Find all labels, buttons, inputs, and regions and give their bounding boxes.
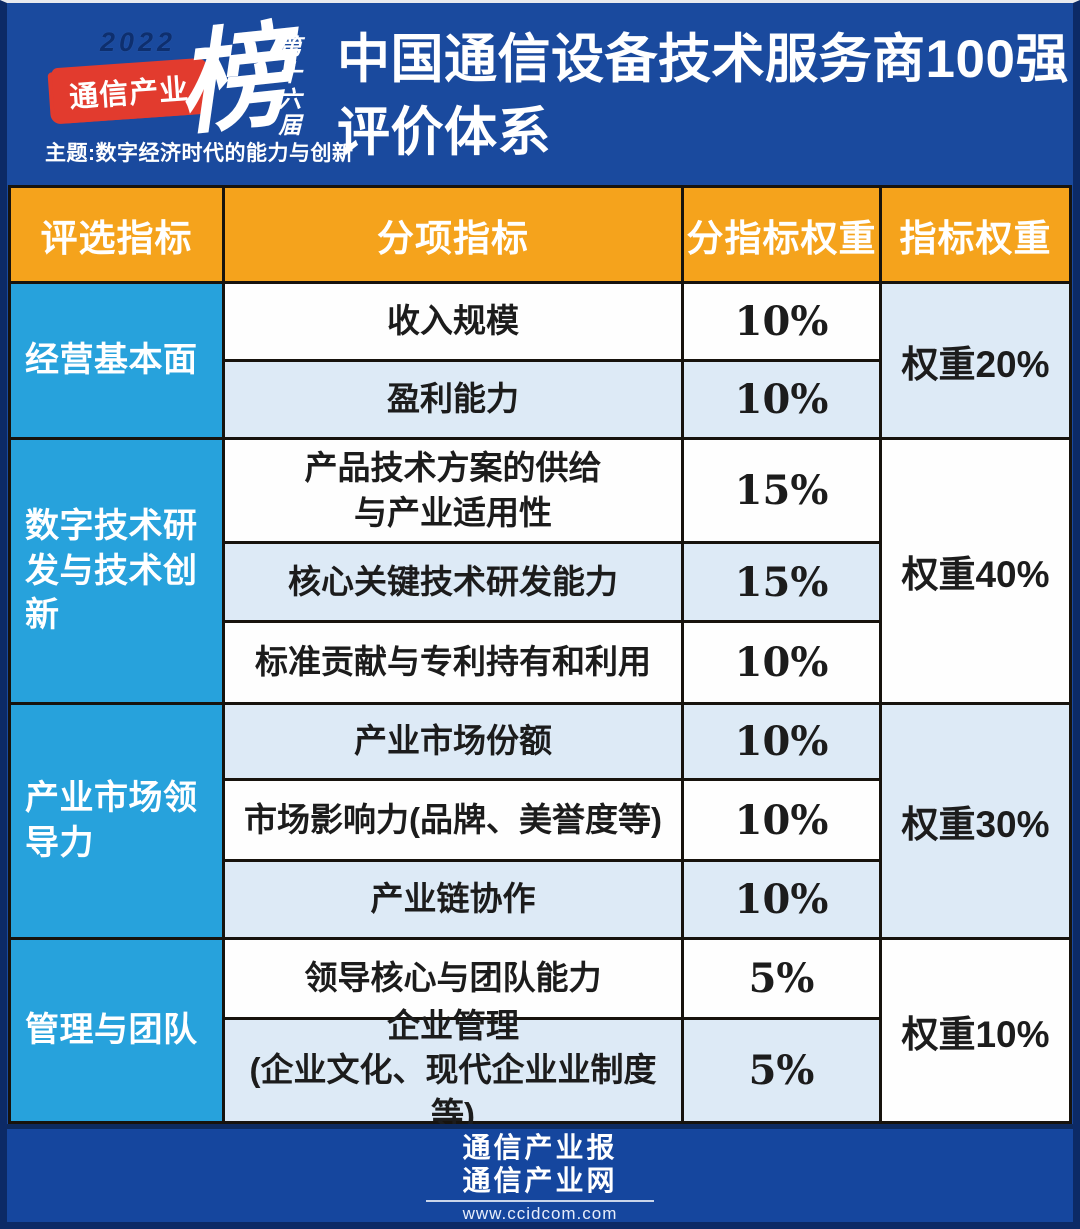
sub-weight-cell: 10% <box>684 284 879 359</box>
footer-divider <box>426 1200 654 1202</box>
indicator-cell: 领导核心与团队能力 <box>225 940 681 1017</box>
header-banner: 2022 通信产业 榜 第十六届 主题:数字经济时代的能力与创新 中国通信设备技… <box>7 3 1073 185</box>
evaluation-table-wrapper: 评选指标 分项指标 分指标权重 指标权重 经营基本面 收入规模 10% 盈利能力 10% 权重20… <box>7 185 1073 1133</box>
indicator-cell: 企业管理 (企业文化、现代企业业制度等) <box>225 1007 681 1133</box>
group-weight-cell: 权重10% <box>882 940 1069 1121</box>
indicator-cell: 收入规模 <box>225 284 681 359</box>
group-weight-cell: 权重40% <box>882 440 1069 702</box>
column-header-1: 评选指标 <box>11 188 222 281</box>
category-cell: 经营基本面 <box>11 284 222 437</box>
sub-weight-cell: 5% <box>684 940 879 1017</box>
sub-weight-cell: 10% <box>684 362 879 437</box>
category-cell: 数字技术研 发与技术创 新 <box>11 440 222 702</box>
column-header-4: 指标权重 <box>882 188 1069 281</box>
sub-weight-cell: 15% <box>684 544 879 620</box>
logo-brand-text: 通信产业 <box>68 73 191 115</box>
logo-year: 2022 <box>100 27 177 57</box>
group-weight-cell: 权重20% <box>882 284 1069 437</box>
cpn-2022-award-logo: 2022 通信产业 榜 第十六届 主题:数字经济时代的能力与创新 <box>45 12 353 175</box>
sub-weight-cell: 10% <box>684 705 879 778</box>
page-title-line2: 评价体系 <box>337 103 551 162</box>
footer-banner: 通信产业报 通信产业网 www.ccidcom.com <box>7 1124 1073 1223</box>
indicator-cell: 产业链协作 <box>225 862 681 937</box>
indicator-cell: 产业市场份额 <box>225 705 681 778</box>
category-cell: 产业市场领 导力 <box>11 705 222 937</box>
evaluation-table: 评选指标 分项指标 分指标权重 指标权重 经营基本面 收入规模 10% 盈利能力 10% 权重20… <box>8 185 1072 1133</box>
column-header-2: 分项指标 <box>225 188 681 281</box>
indicator-cell: 市场影响力(品牌、美誉度等) <box>225 781 681 859</box>
footer-site-name: 通信产业网 <box>462 1165 618 1196</box>
group-weight-cell: 权重30% <box>882 705 1069 937</box>
logo-edition-vertical-text: 第十六届 <box>275 35 301 139</box>
sub-weight-cell: 10% <box>684 862 879 937</box>
category-cell: 管理与团队 <box>11 940 222 1121</box>
sub-weight-cell: 5% <box>684 1020 879 1121</box>
column-header-3: 分指标权重 <box>684 188 879 281</box>
indicator-cell: 标准贡献与专利持有和利用 <box>225 623 681 702</box>
page-title-line1: 中国通信设备技术服务商100强 <box>337 30 1069 89</box>
sub-weight-cell: 10% <box>684 623 879 702</box>
footer-url: www.ccidcom.com <box>462 1204 618 1223</box>
logo-theme-line: 主题:数字经济时代的能力与创新 <box>45 142 354 165</box>
footer-paper-name: 通信产业报 <box>462 1132 618 1163</box>
sub-weight-cell: 10% <box>684 781 879 859</box>
indicator-cell: 核心关键技术研发能力 <box>225 544 681 620</box>
indicator-cell: 产品技术方案的供给 与产业适用性 <box>225 440 681 541</box>
page-title: 中国通信设备技术服务商100强 评价体系 <box>337 23 1073 169</box>
indicator-cell: 盈利能力 <box>225 362 681 437</box>
sub-weight-cell: 15% <box>684 440 879 541</box>
